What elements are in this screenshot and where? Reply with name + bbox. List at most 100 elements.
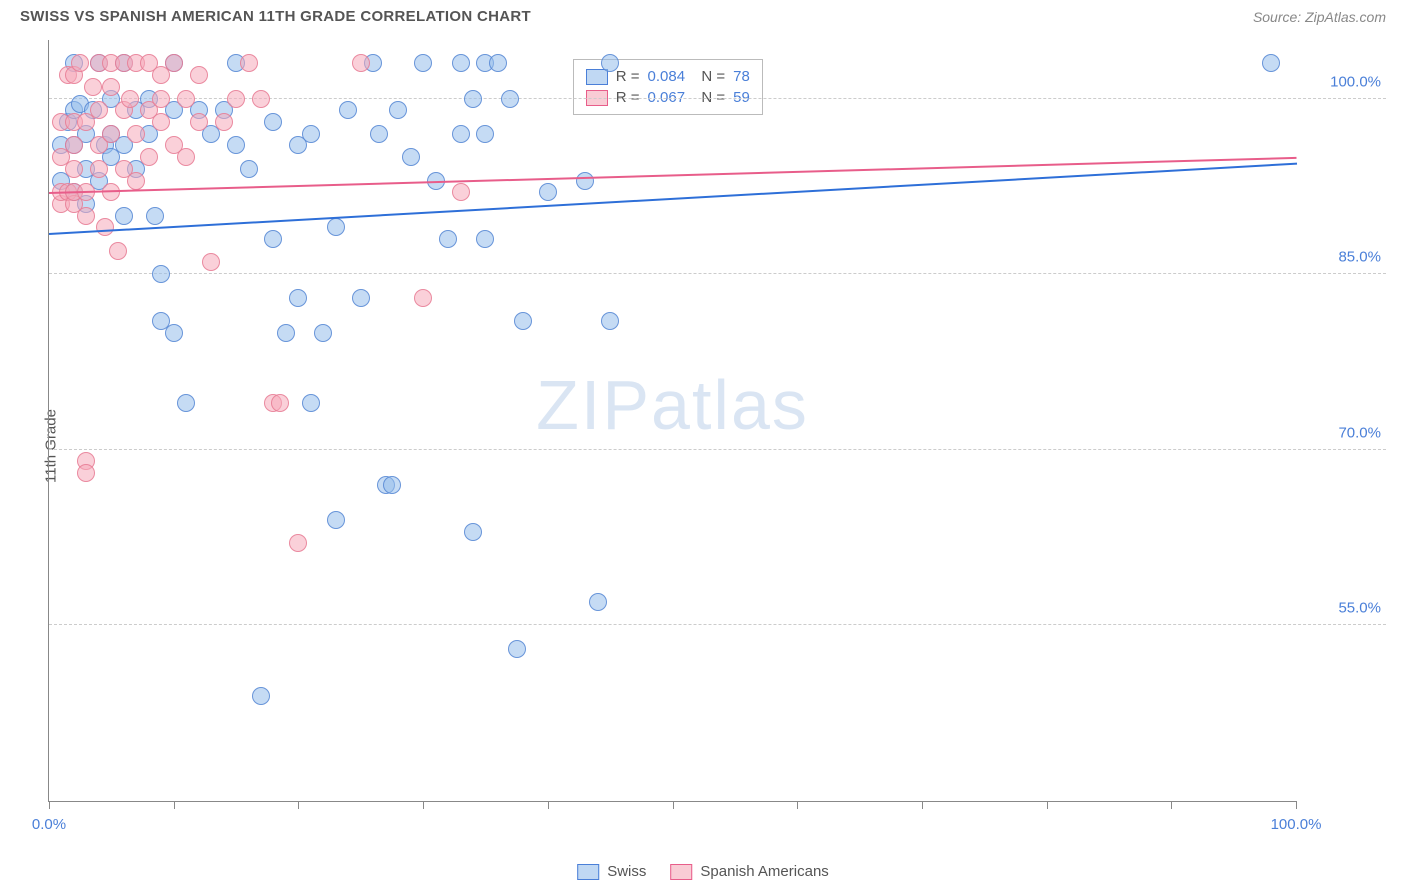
swiss-marker — [1262, 54, 1280, 72]
spanish-marker — [227, 90, 245, 108]
swiss-marker — [152, 265, 170, 283]
spanish-marker — [289, 534, 307, 552]
swiss-marker — [439, 230, 457, 248]
x-tick-label: 100.0% — [1271, 816, 1322, 833]
swiss-marker — [539, 183, 557, 201]
y-tick-label: 70.0% — [1338, 424, 1381, 441]
spanish-marker — [109, 242, 127, 260]
y-tick-label: 85.0% — [1338, 249, 1381, 266]
swiss-marker — [508, 640, 526, 658]
spanish-marker — [152, 113, 170, 131]
swiss-marker — [327, 511, 345, 529]
swiss-marker — [464, 90, 482, 108]
gridline — [49, 624, 1386, 625]
x-tick — [673, 801, 674, 809]
x-tick — [298, 801, 299, 809]
y-tick-label: 100.0% — [1330, 73, 1381, 90]
swiss-marker — [476, 230, 494, 248]
swiss-marker — [589, 593, 607, 611]
spanish-marker — [96, 218, 114, 236]
spanish-marker — [452, 183, 470, 201]
legend-item-spanish: Spanish Americans — [670, 863, 828, 880]
x-tick — [797, 801, 798, 809]
spanish-marker — [71, 54, 89, 72]
spanish-marker — [177, 90, 195, 108]
swiss-marker — [452, 125, 470, 143]
swiss-marker — [383, 476, 401, 494]
swiss-marker — [115, 207, 133, 225]
legend-item-swiss: Swiss — [577, 863, 646, 880]
swiss-marker — [389, 101, 407, 119]
swiss-marker — [277, 324, 295, 342]
swiss-marker — [402, 148, 420, 166]
x-tick — [1171, 801, 1172, 809]
swiss-marker — [339, 101, 357, 119]
spanish-marker — [127, 172, 145, 190]
x-tick — [548, 801, 549, 809]
spanish-marker — [202, 253, 220, 271]
swiss-marker — [264, 230, 282, 248]
spanish-marker — [65, 160, 83, 178]
swiss-marker — [146, 207, 164, 225]
swiss-marker — [514, 312, 532, 330]
source-label: Source: ZipAtlas.com — [1253, 9, 1386, 25]
swiss-marker — [302, 394, 320, 412]
x-tick — [49, 801, 50, 809]
swiss-marker — [370, 125, 388, 143]
x-tick-label: 0.0% — [32, 816, 66, 833]
plot-area: ZIPatlas R = 0.084 N = 78 R = 0.067 N = … — [48, 40, 1296, 802]
series-legend: Swiss Spanish Americans — [577, 863, 829, 880]
spanish-marker — [77, 464, 95, 482]
swiss-marker — [177, 394, 195, 412]
swiss-marker — [314, 324, 332, 342]
swiss-marker — [227, 136, 245, 154]
x-tick — [1296, 801, 1297, 809]
spanish-marker — [90, 101, 108, 119]
swiss-marker — [240, 160, 258, 178]
spanish-marker — [190, 113, 208, 131]
spanish-marker — [84, 78, 102, 96]
spanish-marker — [165, 54, 183, 72]
spanish-marker — [414, 289, 432, 307]
spanish-marker — [215, 113, 233, 131]
spanish-marker — [65, 136, 83, 154]
swiss-marker — [264, 113, 282, 131]
swiss-marker — [414, 54, 432, 72]
y-tick-label: 55.0% — [1338, 600, 1381, 617]
swiss-marker — [476, 125, 494, 143]
gridline — [49, 449, 1386, 450]
spanish-swatch-icon — [670, 864, 692, 880]
spanish-marker — [352, 54, 370, 72]
spanish-marker — [140, 148, 158, 166]
swiss-marker — [576, 172, 594, 190]
spanish-marker — [190, 66, 208, 84]
spanish-marker — [121, 90, 139, 108]
swiss-marker — [252, 687, 270, 705]
x-tick — [1047, 801, 1048, 809]
spanish-marker — [177, 148, 195, 166]
watermark: ZIPatlas — [536, 365, 809, 445]
spanish-marker — [127, 125, 145, 143]
x-tick — [423, 801, 424, 809]
swiss-marker — [352, 289, 370, 307]
spanish-trend-line — [49, 157, 1297, 194]
swiss-marker — [601, 312, 619, 330]
spanish-marker — [90, 160, 108, 178]
gridline — [49, 273, 1386, 274]
x-tick — [922, 801, 923, 809]
spanish-marker — [102, 125, 120, 143]
gridline — [49, 98, 1386, 99]
spanish-marker — [102, 78, 120, 96]
swiss-marker — [464, 523, 482, 541]
spanish-marker — [152, 90, 170, 108]
spanish-marker — [77, 207, 95, 225]
swiss-swatch-icon — [577, 864, 599, 880]
chart-title: SWISS VS SPANISH AMERICAN 11TH GRADE COR… — [20, 8, 531, 25]
x-tick — [174, 801, 175, 809]
swiss-marker — [489, 54, 507, 72]
spanish-marker — [271, 394, 289, 412]
spanish-marker — [240, 54, 258, 72]
chart-container: ZIPatlas R = 0.084 N = 78 R = 0.067 N = … — [48, 40, 1386, 832]
swiss-marker — [289, 289, 307, 307]
swiss-marker — [302, 125, 320, 143]
